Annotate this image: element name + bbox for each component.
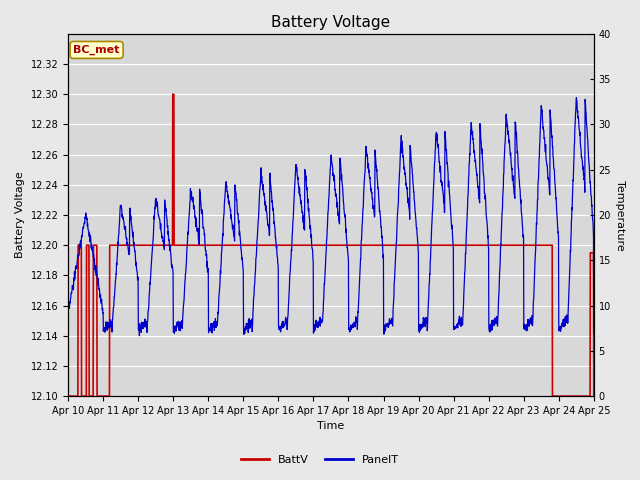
Title: Battery Voltage: Battery Voltage (271, 15, 390, 30)
X-axis label: Time: Time (317, 421, 344, 432)
Y-axis label: Temperature: Temperature (615, 180, 625, 251)
Legend: BattV, PanelT: BattV, PanelT (237, 451, 403, 469)
Text: BC_met: BC_met (74, 45, 120, 55)
Y-axis label: Battery Voltage: Battery Voltage (15, 172, 25, 258)
